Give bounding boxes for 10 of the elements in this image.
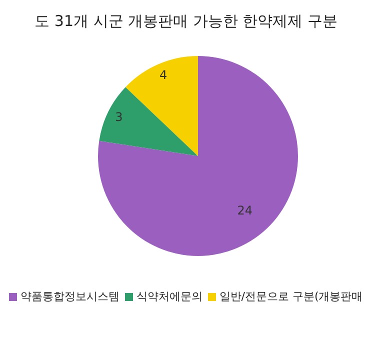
data-label: 24: [237, 204, 253, 218]
legend-label: 약품통합정보시스템: [19, 289, 120, 304]
data-label: 4: [159, 68, 168, 82]
legend-label: 일반/전문으로 구분(개봉판매: [218, 289, 363, 304]
pie-slice: [126, 56, 198, 156]
pie-slice: [98, 56, 298, 256]
pie-slice: [99, 87, 198, 156]
legend-label: 식약처에문의: [135, 289, 202, 304]
data-label: 3: [115, 110, 123, 124]
chart-title: 도 31개 시군 개봉판매 가능한 한약제제 구분: [34, 12, 338, 31]
